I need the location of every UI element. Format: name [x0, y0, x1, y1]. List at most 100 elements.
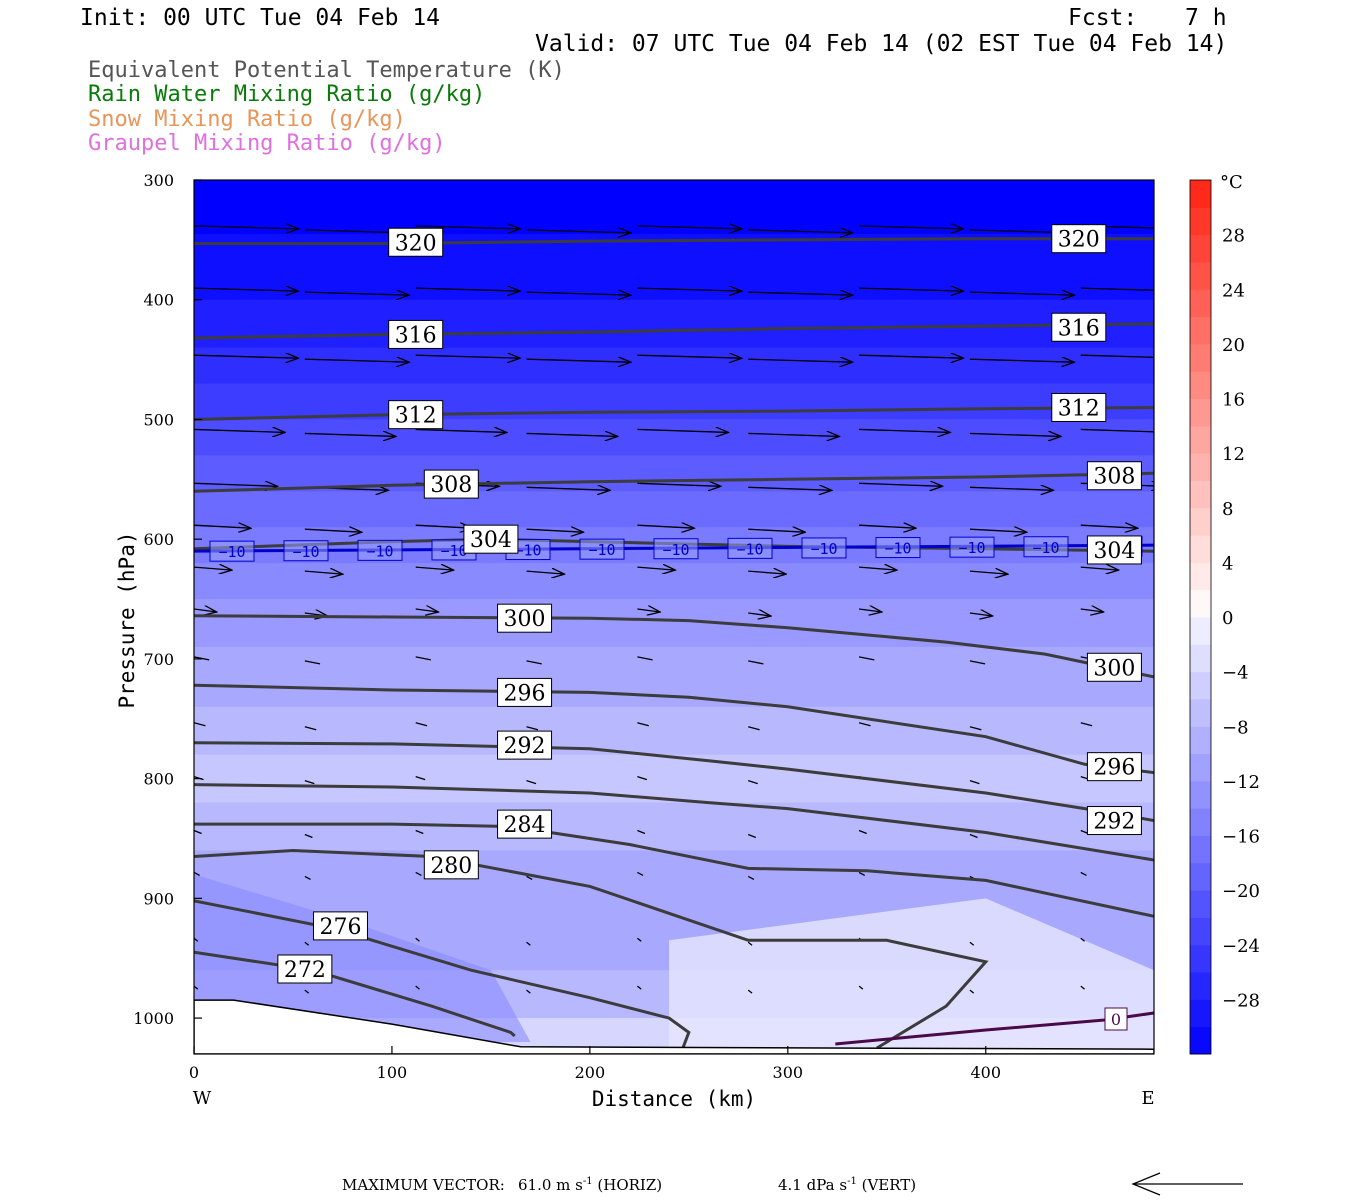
wind-vector: [194, 355, 299, 358]
contour-label-box: [388, 400, 444, 430]
colorbar-tick-label: −24: [1222, 936, 1260, 957]
wind-vector: [969, 433, 1061, 436]
wind-vector: [304, 833, 313, 839]
vert-exp: -1: [847, 1176, 857, 1187]
colorbar-segment: [1190, 644, 1211, 673]
wind-vector: [747, 833, 757, 839]
reference-vector-arrow: [1131, 1172, 1243, 1196]
wind-vector: [304, 571, 343, 574]
y-tick-label: 1000: [133, 1009, 174, 1028]
wind-vector: [526, 359, 632, 362]
wind-vector: [969, 613, 993, 616]
wind-vector: [748, 292, 853, 295]
contour-label-box: [423, 850, 479, 880]
wind-vector: [304, 529, 362, 532]
temperature-band: [194, 180, 1154, 235]
contour-label-box: [423, 469, 479, 499]
theta-e-contour: [194, 471, 1154, 493]
theta-e-contour: [194, 406, 1154, 421]
y-axis-title: Pressure (hPa): [115, 531, 139, 708]
isotherm-label-box: [579, 538, 625, 560]
wind-vector: [1080, 871, 1087, 876]
wind-vector: [859, 355, 964, 358]
wind-vector: [194, 871, 201, 876]
wind-vector: [969, 487, 1054, 490]
temperature-band: [194, 419, 1154, 457]
wind-vector: [304, 660, 321, 665]
contour-label: 312: [395, 404, 437, 429]
colorbar-segment: [1190, 1026, 1211, 1055]
contour-label-box: [497, 809, 553, 839]
contour-label: 316: [395, 323, 437, 348]
wind-vector: [859, 226, 964, 229]
colorbar-unit: °C: [1220, 172, 1243, 193]
wind-vector: [304, 875, 311, 880]
isotherm-label: −10: [736, 540, 763, 558]
wind-vector: [415, 226, 521, 229]
contour-labels: 320 320 316 316 312 312 308 308 304 304 300 300 296 2…: [277, 224, 1142, 984]
wind-vector: [748, 230, 853, 233]
colorbar-segment: [1190, 207, 1211, 236]
temperature-band: [194, 802, 1154, 852]
theta-e-contour: [194, 683, 1154, 775]
wind-vector: [304, 726, 317, 731]
wind-vector: [415, 429, 507, 432]
isotherm-label: −10: [810, 540, 837, 558]
contour-label-box: [1086, 752, 1142, 782]
contour-label-box: [277, 954, 333, 984]
theta-e-contour: [194, 237, 1154, 245]
contour-label-box: [312, 911, 368, 941]
isotherm-label-box: [727, 537, 773, 559]
wind-vector: [859, 288, 964, 291]
legend-rain: Rain Water Mixing Ratio (g/kg): [88, 82, 486, 107]
contour-label: 296: [1093, 756, 1135, 781]
wind-vector: [415, 722, 428, 727]
wind-vector: [859, 429, 950, 432]
wind-vector: [526, 571, 565, 574]
wind-vector: [194, 429, 285, 432]
contour-label-box: [497, 730, 553, 760]
temperature-band: [194, 646, 1154, 708]
vert-value: 4.1 dPa s: [778, 1176, 848, 1194]
contour-label: 312: [1058, 396, 1100, 421]
theta-e-contour: [194, 741, 1154, 822]
temperature-band: [194, 347, 1154, 385]
contour-label: 272: [284, 958, 326, 983]
x-tick-label: 0: [189, 1063, 199, 1082]
forecast-hour-value: 7 h: [1185, 5, 1227, 31]
wind-vector: [858, 871, 866, 876]
colorbar-frame: [1189, 179, 1212, 1055]
wind-vector: [194, 985, 199, 990]
theta-e-contour: [194, 783, 1154, 862]
temperature-band: [194, 299, 1154, 349]
colorbar-tick-label: 4: [1222, 553, 1233, 574]
wind-vector: [637, 722, 649, 727]
theta-e-contour: [194, 950, 516, 1038]
contour-label-box: [463, 524, 519, 554]
wind-vector: [748, 613, 771, 616]
wind-vector: [526, 660, 542, 665]
colorbar-segment: [1190, 343, 1211, 372]
wind-vector: [969, 359, 1074, 362]
wind-vector: [637, 355, 742, 358]
contour-label: 276: [319, 915, 361, 940]
colorbar-segment: [1190, 780, 1211, 809]
colorbar-tick-label: −4: [1222, 663, 1249, 684]
isotherm-label: −10: [366, 542, 393, 560]
contour-label: 300: [504, 607, 546, 632]
contour-label: 316: [1058, 316, 1100, 341]
wind-vector: [747, 941, 753, 946]
wind-vector: [194, 937, 199, 942]
contour-label-box: [497, 603, 553, 633]
theta-e-contour: [194, 848, 989, 1050]
colorbar-segment: [1190, 890, 1211, 918]
isotherm-label-box: [875, 537, 921, 559]
colorbar-segment: [1190, 535, 1211, 563]
wind-vector: [637, 288, 742, 291]
wind-vector: [748, 726, 760, 731]
wind-vector: [415, 871, 422, 876]
wind-vector: [637, 609, 660, 612]
wind-vector: [1080, 937, 1085, 942]
x-tick-label: 400: [970, 1063, 1001, 1082]
